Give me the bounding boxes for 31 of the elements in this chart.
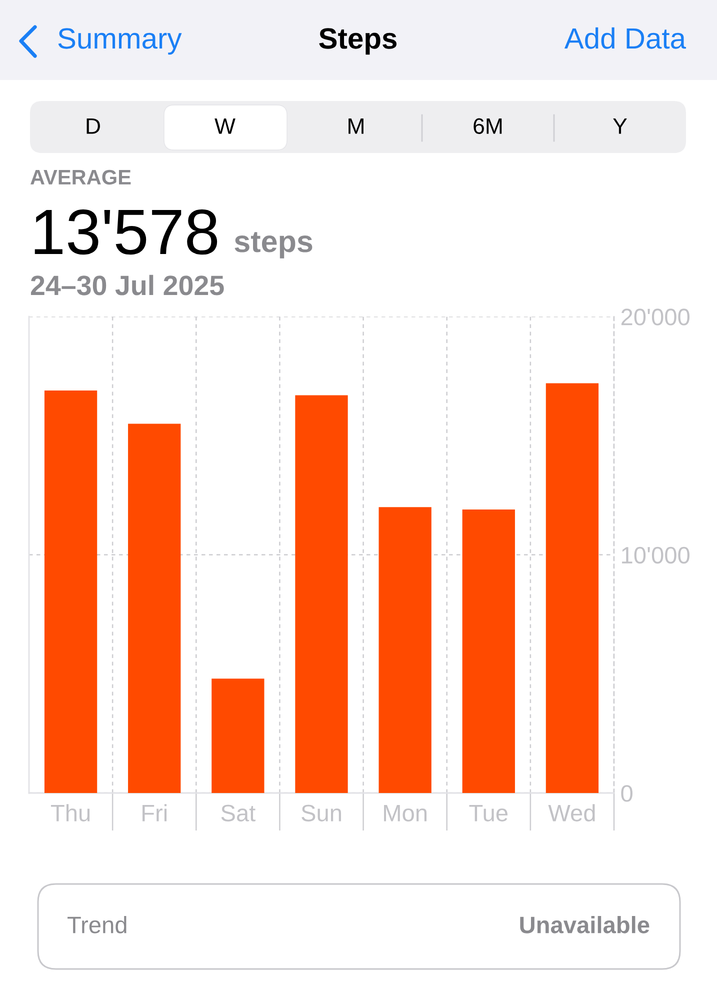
x-tick-label: Mon <box>384 804 427 822</box>
text: W <box>214 118 236 134</box>
text: 6M <box>474 118 502 134</box>
bar <box>378 507 432 793</box>
x-tick-label: Fri <box>142 804 167 822</box>
text: Summary <box>58 28 182 55</box>
bar <box>212 678 264 793</box>
bar <box>462 510 515 793</box>
text: Add Data <box>564 27 686 49</box>
x-tick-label: Tue <box>469 804 508 822</box>
chart-title: Steps <box>319 28 397 55</box>
text: Y <box>613 118 627 134</box>
x-tick-label: Thu <box>50 804 90 822</box>
text: M <box>348 118 364 134</box>
bar <box>44 390 98 793</box>
text: 24–30 Jul 2025 <box>30 274 224 296</box>
text: AVERAGE <box>30 170 131 185</box>
bar <box>295 395 348 793</box>
bar <box>546 383 599 793</box>
y-tick-label: 10'000 <box>622 546 690 564</box>
y-tick-label: 0 <box>621 785 632 802</box>
text: 13'578 <box>34 209 218 255</box>
bar <box>128 424 181 793</box>
x-tick-label: Wed <box>548 804 595 822</box>
x-tick-label: Sun <box>302 804 341 822</box>
text: Unavailable <box>520 916 650 934</box>
y-tick-label: 20'000 <box>621 308 690 326</box>
text: Trend <box>68 916 126 934</box>
x-tick-label: Sat <box>221 804 256 822</box>
text: D <box>86 118 100 134</box>
text: steps <box>234 232 312 258</box>
